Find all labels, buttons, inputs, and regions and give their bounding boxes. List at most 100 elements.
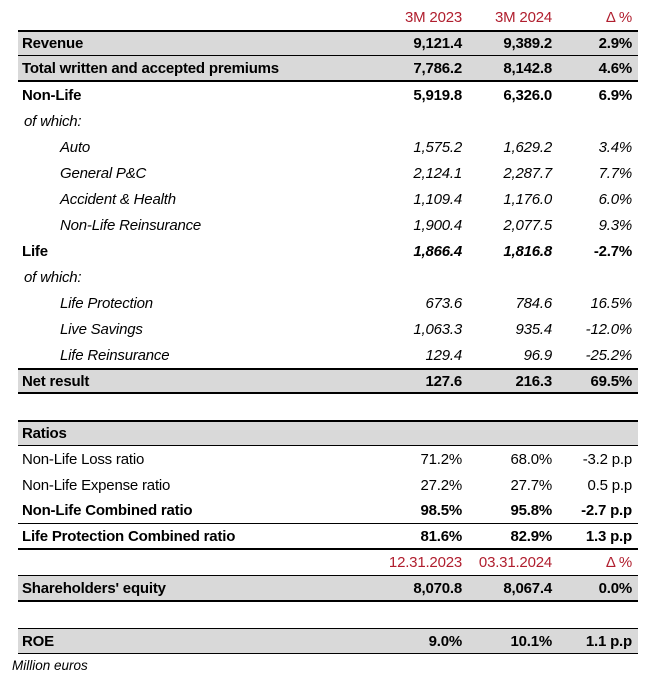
row-roe-label: ROE xyxy=(22,632,54,650)
row-non-life-expense-ratio-value-delta: 0.5 p.p xyxy=(587,476,633,494)
row-life-reinsurance-value-col2: 96.9 xyxy=(523,346,553,364)
row-shareholders-equity-value-col2: 8,067.4 xyxy=(503,579,552,597)
row-revenue: Revenue 9,121.4 9,389.2 2.9% xyxy=(18,30,638,56)
row-life: Life 1,866.4 1,816.8 -2.7% xyxy=(18,238,638,264)
row-non-life-combined-ratio-value-delta: -2.7 p.p xyxy=(581,502,632,519)
row-life-label: Life xyxy=(22,242,48,260)
row-life-value-col1: 1,866.4 xyxy=(413,242,462,260)
header-dates-value-delta: Δ % xyxy=(605,554,632,571)
row-life-reinsurance: Life Reinsurance 129.4 96.9 -25.2% xyxy=(18,342,638,368)
spacer-2 xyxy=(18,602,638,628)
row-non-life-expense-ratio-label: Non-Life Expense ratio xyxy=(22,476,171,494)
row-life-value-col2: 1,816.8 xyxy=(503,242,552,260)
row-net-result-label: Net result xyxy=(22,372,90,390)
row-general-pc-value-delta: 7.7% xyxy=(598,164,633,182)
row-non-life-reinsurance-value-delta: 9.3% xyxy=(598,216,633,234)
row-non-life-expense-ratio-value-col2: 27.7% xyxy=(510,476,552,494)
row-general-pc: General P&C 2,124.1 2,287.7 7.7% xyxy=(18,160,638,186)
row-shareholders-equity-value-delta: 0.0% xyxy=(598,579,633,597)
row-ratios-header-label: Ratios xyxy=(22,425,67,442)
row-non-life-reinsurance: Non-Life Reinsurance 1,900.4 2,077.5 9.3% xyxy=(18,212,638,238)
row-auto: Auto 1,575.2 1,629.2 3.4% xyxy=(18,134,638,160)
row-non-life: Non-Life 5,919.8 6,326.0 6.9% xyxy=(18,82,638,108)
row-ratios-header: Ratios xyxy=(18,420,638,446)
row-live-savings-value-col1: 1,063.3 xyxy=(413,320,462,338)
spacer-1 xyxy=(18,394,638,420)
row-revenue-value-col2: 9,389.2 xyxy=(503,35,552,52)
financial-table: 3M 2023 3M 2024 Δ % Revenue 9,121.4 9,389.2 2.… xyxy=(18,4,638,654)
header-dates: 12.31.2023 03.31.2024 Δ % xyxy=(18,550,638,576)
row-life-reinsurance-value-col1: 129.4 xyxy=(425,346,462,364)
row-life-protection-value-col2: 784.6 xyxy=(515,294,552,312)
row-roe: ROE 9.0% 10.1% 1.1 p.p xyxy=(18,628,638,654)
row-total-premiums: Total written and accepted premiums 7,786… xyxy=(18,56,638,82)
row-of-which-non-life: of which: xyxy=(18,108,638,134)
row-non-life-loss-ratio-value-delta: -3.2 p.p xyxy=(582,450,632,468)
row-roe-value-delta: 1.1 p.p xyxy=(585,632,632,650)
row-accident-health-label: Accident & Health xyxy=(60,190,176,208)
row-life-protection-combined-ratio-value-col1: 81.6% xyxy=(420,527,462,545)
row-non-life-loss-ratio-value-col1: 71.2% xyxy=(420,450,462,468)
row-revenue-value-col1: 9,121.4 xyxy=(413,35,462,52)
row-non-life-reinsurance-value-col1: 1,900.4 xyxy=(413,216,462,234)
row-accident-health-value-col2: 1,176.0 xyxy=(503,190,552,208)
row-live-savings-value-delta: -12.0% xyxy=(585,320,633,338)
row-revenue-label: Revenue xyxy=(22,35,84,52)
row-life-protection: Life Protection 673.6 784.6 16.5% xyxy=(18,290,638,316)
header-periods-value-col2: 3M 2024 xyxy=(495,8,552,26)
row-non-life-value-col2: 6,326.0 xyxy=(503,86,552,104)
row-revenue-value-delta: 2.9% xyxy=(598,35,633,52)
row-non-life-value-delta: 6.9% xyxy=(598,86,633,104)
header-dates-value-col1: 12.31.2023 xyxy=(388,554,462,571)
row-non-life-reinsurance-value-col2: 2,077.5 xyxy=(503,216,552,234)
row-of-which-life: of which: xyxy=(18,264,638,290)
row-life-reinsurance-value-delta: -25.2% xyxy=(585,346,633,364)
row-life-protection-value-col1: 673.6 xyxy=(425,294,462,312)
row-life-protection-label: Life Protection xyxy=(60,294,153,312)
row-life-protection-combined-ratio-value-delta: 1.3 p.p xyxy=(585,527,632,545)
row-total-premiums-value-col1: 7,786.2 xyxy=(413,59,462,77)
row-general-pc-label: General P&C xyxy=(60,164,147,182)
row-auto-value-col2: 1,629.2 xyxy=(503,138,552,156)
row-life-protection-combined-ratio: Life Protection Combined ratio 81.6% 82.9%… xyxy=(18,524,638,550)
row-accident-health-value-delta: 6.0% xyxy=(598,190,633,208)
row-live-savings-label: Live Savings xyxy=(60,320,143,338)
row-auto-value-delta: 3.4% xyxy=(598,138,633,156)
row-net-result-value-delta: 69.5% xyxy=(590,372,632,390)
row-accident-health: Accident & Health 1,109.4 1,176.0 6.0% xyxy=(18,186,638,212)
row-shareholders-equity-value-col1: 8,070.8 xyxy=(413,579,462,597)
row-general-pc-value-col1: 2,124.1 xyxy=(413,164,462,182)
row-total-premiums-label: Total written and accepted premiums xyxy=(22,59,279,77)
header-dates-value-col2: 03.31.2024 xyxy=(478,554,552,571)
row-non-life-loss-ratio-value-col2: 68.0% xyxy=(510,450,552,468)
row-non-life-expense-ratio-value-col1: 27.2% xyxy=(420,476,462,494)
header-periods-value-col1: 3M 2023 xyxy=(405,8,462,26)
row-live-savings-value-col2: 935.4 xyxy=(515,320,552,338)
row-shareholders-equity: Shareholders' equity 8,070.8 8,067.4 0.0% xyxy=(18,576,638,602)
row-non-life-combined-ratio-value-col2: 95.8% xyxy=(510,502,552,519)
row-total-premiums-value-col2: 8,142.8 xyxy=(503,59,552,77)
row-non-life-expense-ratio: Non-Life Expense ratio 27.2% 27.7% 0.5 p.p xyxy=(18,472,638,498)
row-non-life-combined-ratio-value-col1: 98.5% xyxy=(420,502,462,519)
row-live-savings: Live Savings 1,063.3 935.4 -12.0% xyxy=(18,316,638,342)
row-life-reinsurance-label: Life Reinsurance xyxy=(60,346,170,364)
row-non-life-reinsurance-label: Non-Life Reinsurance xyxy=(60,216,202,234)
row-auto-value-col1: 1,575.2 xyxy=(413,138,462,156)
row-life-protection-combined-ratio-value-col2: 82.9% xyxy=(510,527,552,545)
row-general-pc-value-col2: 2,287.7 xyxy=(503,164,552,182)
header-periods-value-delta: Δ % xyxy=(605,8,632,26)
row-net-result-value-col1: 127.6 xyxy=(425,372,462,390)
row-of-which-non-life-label: of which: xyxy=(24,112,82,130)
row-non-life-label: Non-Life xyxy=(22,86,82,104)
row-net-result: Net result 127.6 216.3 69.5% xyxy=(18,368,638,394)
row-life-value-delta: -2.7% xyxy=(593,242,632,260)
row-accident-health-value-col1: 1,109.4 xyxy=(413,190,462,208)
row-total-premiums-value-delta: 4.6% xyxy=(598,59,633,77)
footnote-million-euros: Million euros xyxy=(12,658,88,673)
row-non-life-combined-ratio-label: Non-Life Combined ratio xyxy=(22,502,193,519)
row-shareholders-equity-label: Shareholders' equity xyxy=(22,579,166,597)
row-non-life-combined-ratio: Non-Life Combined ratio 98.5% 95.8% -2.7 p.… xyxy=(18,498,638,524)
header-periods: 3M 2023 3M 2024 Δ % xyxy=(18,4,638,30)
row-non-life-loss-ratio: Non-Life Loss ratio 71.2% 68.0% -3.2 p.p xyxy=(18,446,638,472)
